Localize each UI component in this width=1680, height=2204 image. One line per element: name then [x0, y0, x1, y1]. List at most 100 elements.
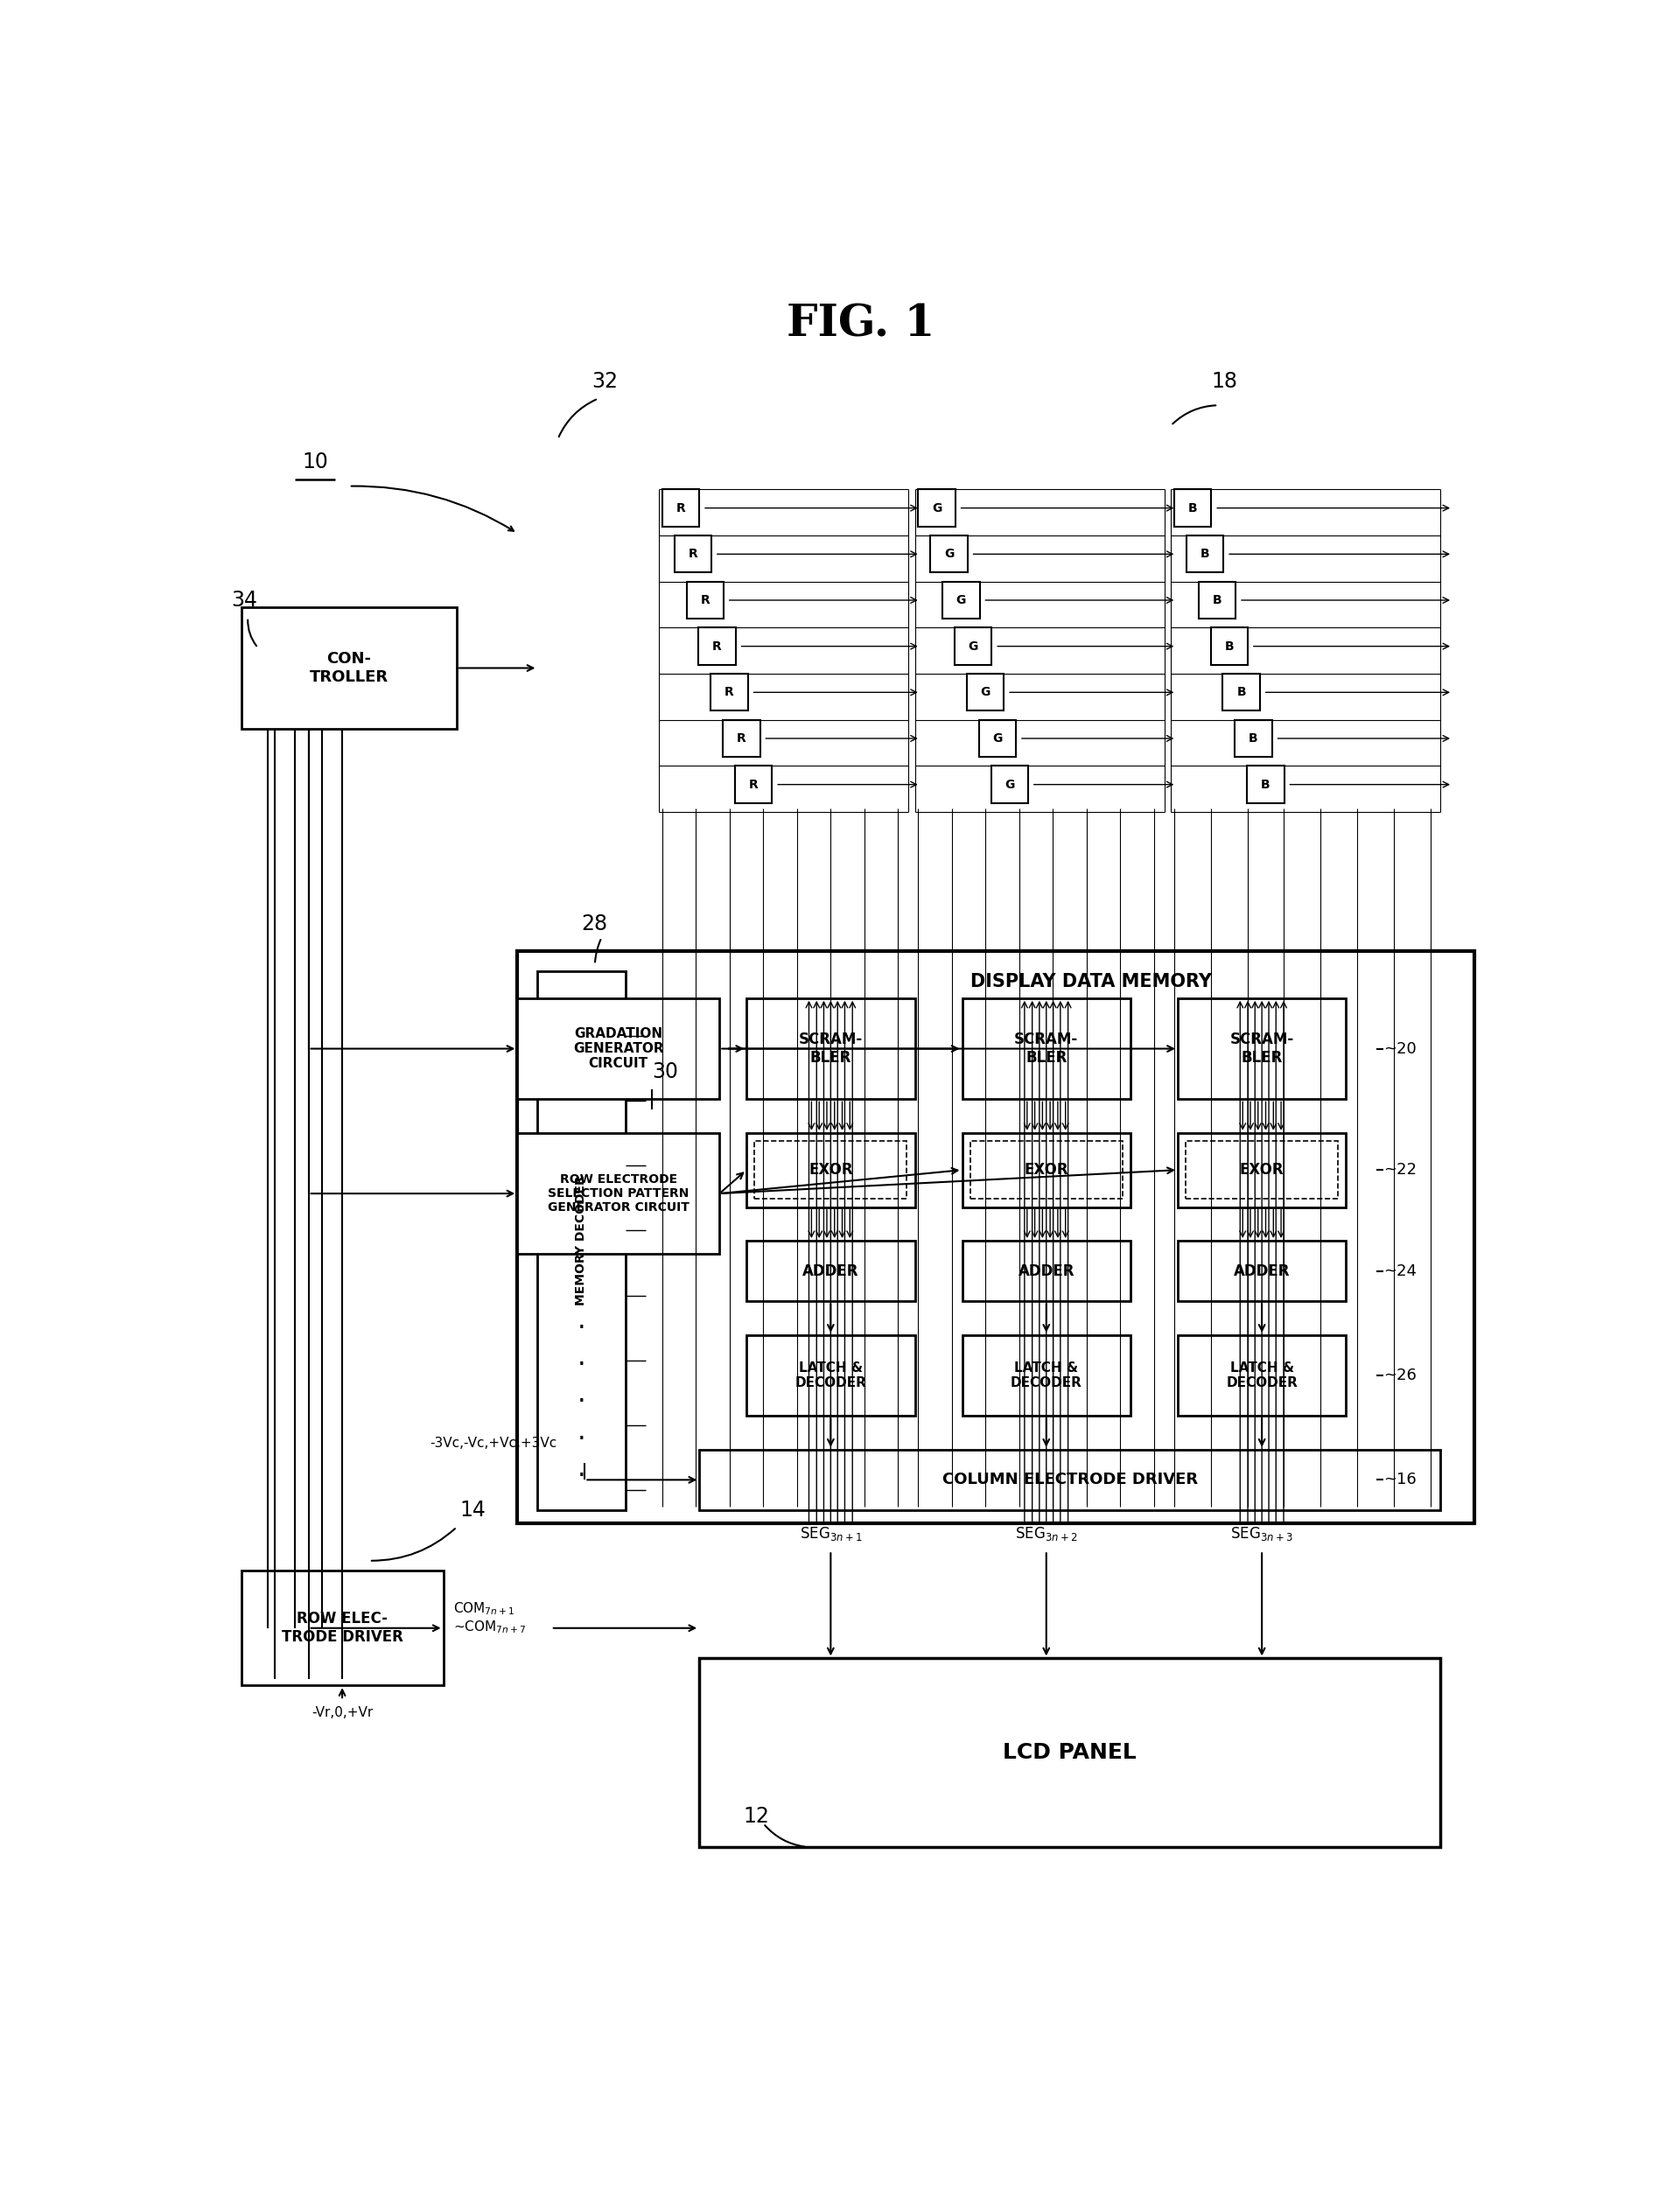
- Bar: [517, 1133, 719, 1254]
- Text: LATCH &
DECODER: LATCH & DECODER: [795, 1362, 867, 1389]
- Text: G: G: [981, 685, 990, 699]
- Text: EXOR: EXOR: [808, 1162, 853, 1177]
- Bar: [1178, 998, 1346, 1100]
- Bar: [699, 1657, 1440, 1847]
- Bar: [963, 1241, 1131, 1300]
- Text: ~22: ~22: [1383, 1162, 1416, 1177]
- Text: 10: 10: [302, 452, 328, 472]
- Text: SEG$_{3n+2}$: SEG$_{3n+2}$: [1015, 1525, 1077, 1543]
- Text: ADDER: ADDER: [803, 1263, 858, 1278]
- Text: 30: 30: [652, 1062, 679, 1082]
- Bar: [722, 721, 759, 756]
- Bar: [746, 998, 916, 1100]
- Text: COLUMN ELECTRODE DRIVER: COLUMN ELECTRODE DRIVER: [942, 1472, 1198, 1488]
- Bar: [746, 1241, 916, 1300]
- Text: B: B: [1236, 685, 1247, 699]
- Bar: [1198, 582, 1235, 619]
- Bar: [746, 1336, 916, 1415]
- Text: 28: 28: [581, 912, 608, 934]
- Bar: [969, 1142, 1122, 1199]
- Text: 12: 12: [743, 1805, 769, 1827]
- Bar: [1178, 1336, 1346, 1415]
- Text: MEMORY DECODER: MEMORY DECODER: [575, 1175, 588, 1305]
- Bar: [662, 489, 699, 527]
- Bar: [963, 1133, 1131, 1208]
- Text: SCRAM-
BLER: SCRAM- BLER: [798, 1031, 864, 1067]
- Text: ·: ·: [578, 1426, 586, 1452]
- Text: LATCH &
DECODER: LATCH & DECODER: [1010, 1362, 1082, 1389]
- Text: ·: ·: [578, 1463, 586, 1490]
- Bar: [538, 972, 625, 1510]
- Text: ·: ·: [578, 1391, 586, 1415]
- Text: G: G: [956, 595, 966, 606]
- Text: ~16: ~16: [1383, 1472, 1416, 1488]
- Text: ·: ·: [578, 1353, 586, 1378]
- Text: R: R: [738, 732, 746, 745]
- Text: 14: 14: [460, 1499, 486, 1521]
- Text: B: B: [1200, 549, 1210, 560]
- Text: R: R: [689, 549, 697, 560]
- Bar: [699, 628, 736, 666]
- Text: SCRAM-
BLER: SCRAM- BLER: [1015, 1031, 1079, 1067]
- Text: DISPLAY DATA MEMORY: DISPLAY DATA MEMORY: [971, 972, 1213, 990]
- Bar: [931, 536, 968, 573]
- Text: ·: ·: [578, 1316, 586, 1340]
- Text: B: B: [1262, 778, 1270, 791]
- Bar: [517, 950, 1473, 1523]
- Text: ROW ELEC-
TRODE DRIVER: ROW ELEC- TRODE DRIVER: [282, 1611, 403, 1644]
- Text: SCRAM-
BLER: SCRAM- BLER: [1230, 1031, 1294, 1067]
- Text: B: B: [1213, 595, 1221, 606]
- Text: R: R: [701, 595, 709, 606]
- Bar: [517, 998, 719, 1100]
- Bar: [242, 608, 457, 730]
- Text: -3Vc,-Vc,+Vc,+3Vc: -3Vc,-Vc,+Vc,+3Vc: [430, 1437, 556, 1450]
- Text: G: G: [993, 732, 1003, 745]
- Text: SEG$_{3n+1}$: SEG$_{3n+1}$: [800, 1525, 862, 1543]
- Text: 34: 34: [232, 591, 257, 611]
- Bar: [736, 767, 773, 802]
- Bar: [1178, 1133, 1346, 1208]
- Text: B: B: [1248, 732, 1258, 745]
- Text: G: G: [968, 639, 978, 652]
- Text: G: G: [944, 549, 954, 560]
- Text: G: G: [932, 503, 942, 514]
- Bar: [687, 582, 724, 619]
- Text: GRADATION
GENERATOR
CIRCUIT: GRADATION GENERATOR CIRCUIT: [573, 1027, 664, 1071]
- Text: ~26: ~26: [1383, 1366, 1416, 1384]
- Bar: [1178, 1241, 1346, 1300]
- Bar: [919, 489, 956, 527]
- Text: 18: 18: [1211, 370, 1238, 392]
- Text: R: R: [712, 639, 722, 652]
- Text: FIG. 1: FIG. 1: [786, 302, 936, 346]
- Text: B: B: [1225, 639, 1233, 652]
- Bar: [1211, 628, 1248, 666]
- Bar: [963, 998, 1131, 1100]
- Bar: [1174, 489, 1211, 527]
- Text: ADDER: ADDER: [1018, 1263, 1075, 1278]
- Text: LCD PANEL: LCD PANEL: [1003, 1741, 1137, 1763]
- Bar: [242, 1571, 444, 1686]
- Text: B: B: [1188, 503, 1198, 514]
- Text: ~24: ~24: [1383, 1263, 1416, 1278]
- Text: EXOR: EXOR: [1240, 1162, 1284, 1177]
- Text: COM$_{7n+1}$
~COM$_{7n+7}$: COM$_{7n+1}$ ~COM$_{7n+7}$: [454, 1600, 526, 1635]
- Text: LATCH &
DECODER: LATCH & DECODER: [1226, 1362, 1297, 1389]
- Text: ROW ELECTRODE
SELECTION PATTERN
GENERATOR CIRCUIT: ROW ELECTRODE SELECTION PATTERN GENERATO…: [548, 1173, 689, 1214]
- Text: R: R: [724, 685, 734, 699]
- Bar: [966, 674, 1005, 712]
- Bar: [674, 536, 711, 573]
- Text: R: R: [749, 778, 758, 791]
- Text: ~20: ~20: [1383, 1040, 1416, 1056]
- Text: R: R: [675, 503, 685, 514]
- Bar: [963, 1336, 1131, 1415]
- Bar: [954, 628, 991, 666]
- Bar: [1186, 1142, 1337, 1199]
- Text: 32: 32: [591, 370, 618, 392]
- Bar: [979, 721, 1016, 756]
- Bar: [1235, 721, 1272, 756]
- Bar: [711, 674, 748, 712]
- Bar: [1186, 536, 1223, 573]
- Text: CON-
TROLLER: CON- TROLLER: [309, 650, 388, 685]
- Bar: [746, 1133, 916, 1208]
- Bar: [699, 1450, 1440, 1510]
